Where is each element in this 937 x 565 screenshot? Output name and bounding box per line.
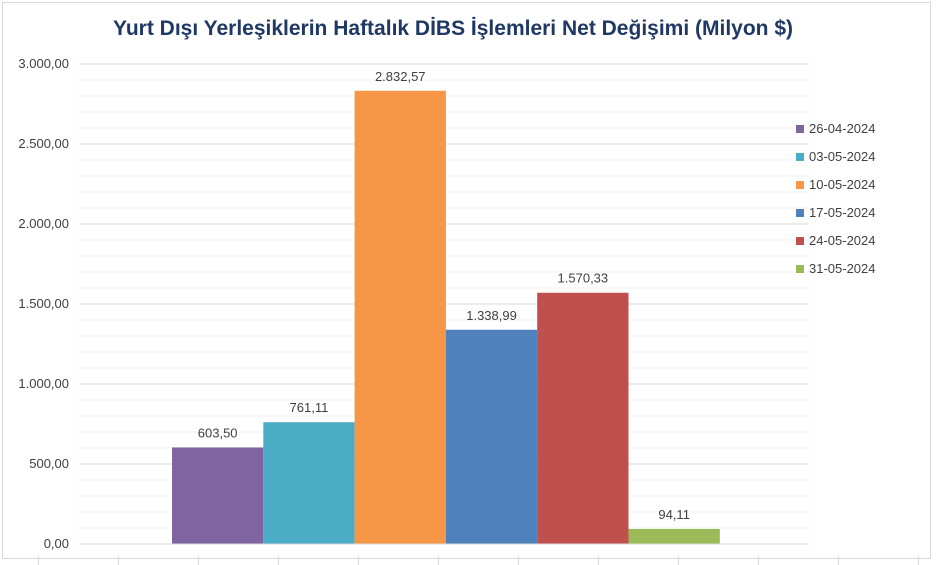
bar-03-05-2024[interactable]	[263, 422, 355, 544]
y-tick-label: 2.500,00	[18, 136, 69, 151]
sheet-gridline	[358, 556, 359, 565]
bar-26-04-2024[interactable]	[172, 447, 264, 544]
y-tick-label: 1.500,00	[18, 296, 69, 311]
data-label-24-05-2024: 1.570,33	[558, 271, 609, 286]
legend-item[interactable]: 10-05-2024	[796, 176, 916, 204]
bar-31-05-2024[interactable]	[628, 528, 720, 544]
legend-swatch	[796, 265, 804, 273]
legend-item[interactable]: 17-05-2024	[796, 204, 916, 232]
y-tick-label: 0,00	[44, 536, 69, 551]
sheet-gridline	[118, 556, 119, 565]
sheet-gridline	[678, 556, 679, 565]
data-label-10-05-2024: 2.832,57	[375, 69, 426, 84]
legend-label: 24-05-2024	[809, 233, 876, 248]
sheet-gridline	[438, 556, 439, 565]
sheet-gridline	[598, 556, 599, 565]
legend-label: 31-05-2024	[809, 261, 876, 276]
sheet-gridline	[198, 556, 199, 565]
sheet-gridline	[838, 556, 839, 565]
legend-swatch	[796, 125, 804, 133]
bar-17-05-2024[interactable]	[445, 329, 538, 544]
legend-item[interactable]: 03-05-2024	[796, 148, 916, 176]
bar-10-05-2024[interactable]	[354, 90, 446, 544]
y-tick-label: 3.000,00	[18, 56, 69, 71]
legend-label: 26-04-2024	[809, 121, 876, 136]
chart-area[interactable]: Yurt Dışı Yerleşiklerin Haftalık DİBS İş…	[2, 2, 931, 559]
legend-label: 03-05-2024	[809, 149, 876, 164]
legend-swatch	[796, 237, 804, 245]
sheet-gridline	[278, 556, 279, 565]
legend-swatch	[796, 181, 804, 189]
data-label-17-05-2024: 1.338,99	[466, 308, 517, 323]
legend-item[interactable]: 26-04-2024	[796, 120, 916, 148]
legend-item[interactable]: 31-05-2024	[796, 260, 916, 288]
chart-title: Yurt Dışı Yerleşiklerin Haftalık DİBS İş…	[112, 17, 794, 40]
data-label-03-05-2024: 761,11	[290, 400, 329, 415]
sheet-gridline	[518, 556, 519, 565]
sheet-gridline	[918, 556, 919, 565]
data-label-26-04-2024: 603,50	[198, 425, 238, 440]
chart-legend: 26-04-2024 03-05-2024 10-05-2024 17-05-2024…	[796, 120, 916, 288]
y-tick-label: 2.000,00	[18, 216, 69, 231]
sheet-gridline	[38, 556, 39, 565]
y-tick-label: 500,00	[29, 456, 69, 471]
legend-swatch	[796, 209, 804, 217]
y-tick-label: 1.000,00	[18, 376, 69, 391]
legend-label: 10-05-2024	[809, 177, 876, 192]
chart-plot: 0,00 500,00 1.000,00 1.500,00 2.000,00 2.500,…	[18, 56, 809, 551]
sheet-gridline	[758, 556, 759, 565]
data-label-31-05-2024: 94,11	[658, 507, 690, 522]
legend-item[interactable]: 24-05-2024	[796, 232, 916, 260]
legend-swatch	[796, 153, 804, 161]
legend-label: 17-05-2024	[809, 205, 876, 220]
bar-24-05-2024[interactable]	[537, 292, 629, 544]
